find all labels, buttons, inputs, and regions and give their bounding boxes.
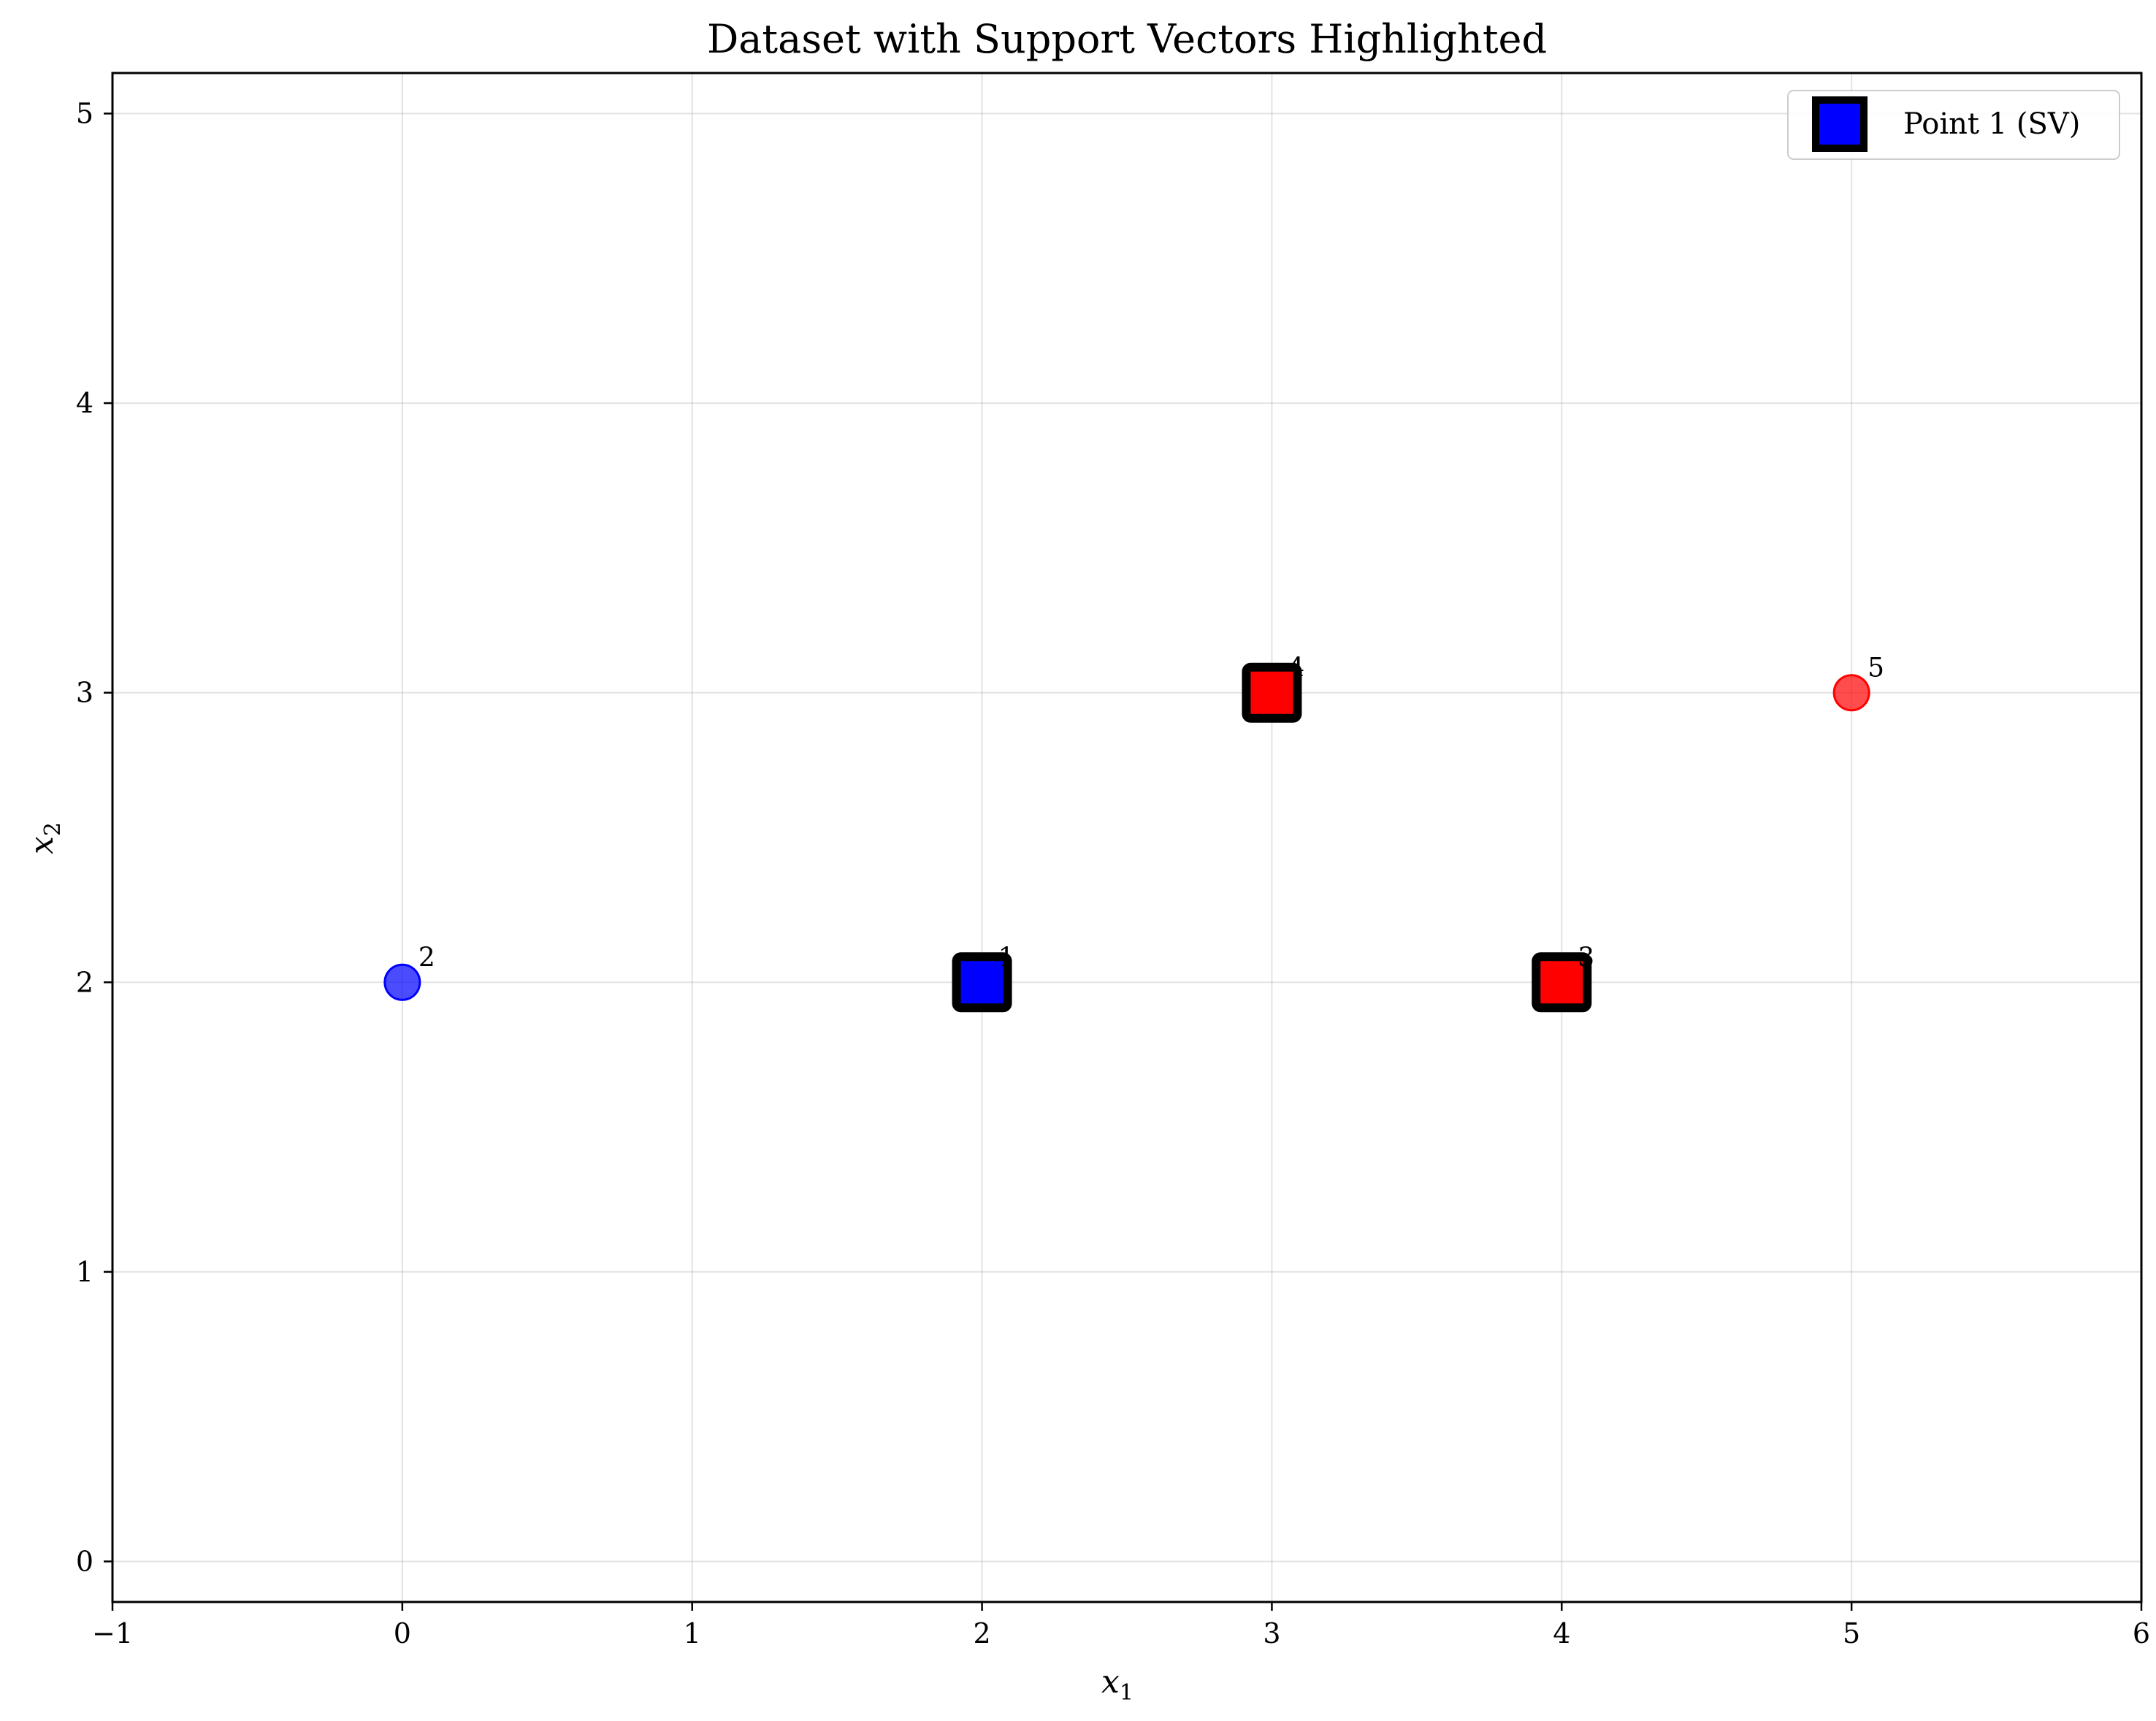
y-axis-label-main: x [23,836,61,854]
x-tick-label: 3 [1263,1617,1280,1649]
point-label-3: 3 [1578,943,1594,973]
data-point-2 [383,963,421,1001]
legend-label: Point 1 (SV) [1903,107,2080,141]
x-tick-label: −1 [92,1617,133,1649]
x-axis-label: x1 [1101,1663,1134,1706]
grid-layer [112,73,2142,1602]
point-label-5: 5 [1868,653,1884,683]
point-label-4: 4 [1288,653,1304,683]
point-label-2: 2 [418,943,435,973]
point-label-1: 1 [998,943,1015,973]
legend-box [1787,90,2120,160]
support-vector-point-3 [1532,952,1592,1013]
y-tick-label: 2 [76,966,93,998]
x-axis-label-subscript: 1 [1120,1680,1134,1706]
y-tick-label: 1 [76,1256,93,1288]
y-tick-label: 0 [76,1545,93,1577]
y-tick-label: 3 [76,677,93,709]
x-tick-label: 0 [394,1617,411,1649]
chart-title: Dataset with Support Vectors Highlighted [707,16,1547,62]
y-axis-label-subscript: 2 [40,822,66,836]
x-axis-label-main: x [1101,1663,1120,1701]
legend: Point 1 (SV) [1787,90,2120,160]
x-tick-label: 2 [973,1617,990,1649]
data-point-5 [1832,674,1870,712]
support-vector-point-4 [1242,662,1302,723]
legend-swatch-square [1812,96,1868,152]
y-axis-label: x2 [23,822,66,854]
x-tick-label: 4 [1553,1617,1570,1649]
ticks-layer: −1 0 1 2 3 4 5 6 0 1 2 3 4 5 [76,98,2150,1649]
x-tick-label: 1 [684,1617,701,1649]
x-tick-label: 6 [2133,1617,2150,1649]
y-tick-label: 4 [76,387,93,419]
x-tick-label: 5 [1843,1617,1860,1649]
marks-layer: 1 2 3 4 5 [383,653,1884,1013]
plot-frame [111,72,2143,1603]
support-vector-point-1 [952,952,1012,1013]
y-tick-label: 5 [76,98,93,130]
